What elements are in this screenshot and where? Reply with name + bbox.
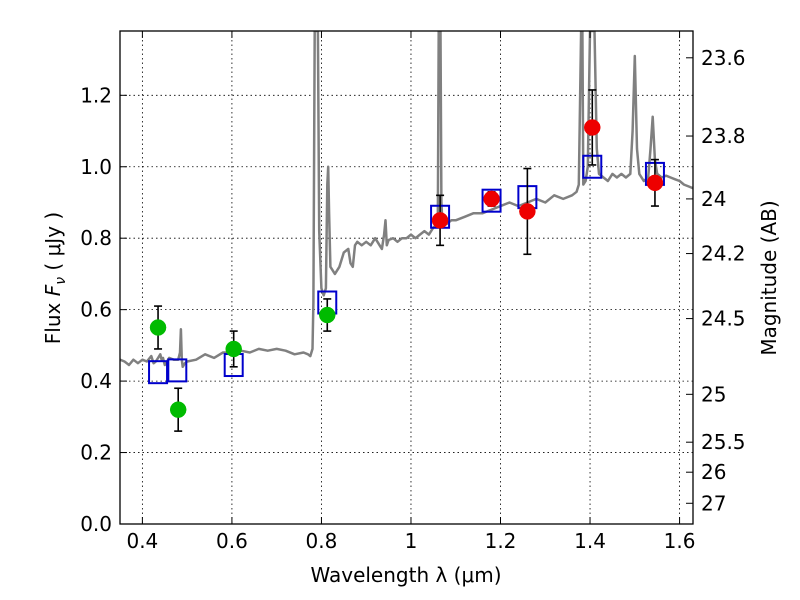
grid [120, 31, 693, 525]
y2-tick-label: 25.5 [701, 430, 746, 454]
y2-tick-label: 25 [701, 382, 726, 406]
x-tick-label: 0.8 [306, 529, 338, 553]
x-tick-label: 0.4 [126, 529, 158, 553]
y-tick-label: 1.0 [80, 155, 112, 179]
y-tick-label: 0.0 [80, 512, 112, 536]
photometry-point [431, 212, 449, 229]
photometry-point [519, 203, 536, 220]
y-tick-label: 0.2 [80, 441, 112, 465]
y2-tick-label: 24 [701, 187, 726, 211]
y2-tick-label: 24.2 [701, 242, 746, 266]
x-axis-label: Wavelength λ (μm) [310, 563, 501, 587]
y2-tick-label: 23.6 [701, 46, 746, 70]
y2-tick-label: 24.5 [701, 307, 746, 331]
photometry-point [584, 119, 601, 136]
photometry-point [646, 174, 664, 192]
x-tick-label: 1.4 [574, 529, 606, 553]
y2-axis-label: Magnitude (AB) [757, 200, 781, 355]
y2-tick-label: 23.8 [701, 124, 746, 148]
model-photometry-square [148, 360, 169, 385]
y-tick-label: 1.2 [80, 83, 112, 107]
y2-tick-label: 26 [701, 460, 726, 484]
model-photometry-square [167, 358, 188, 383]
photometry-point [149, 319, 167, 336]
y2-tick-label: 27 [701, 491, 726, 515]
photometry-points [149, 119, 664, 418]
photometry-point [483, 190, 500, 208]
photometry-point [169, 401, 187, 418]
axis-ticks: 0.4 0.6 0.8 1 1.2 1.4 1.6 0.0 0.2 0.4 0.6 0.8 1.0 1.2… [80, 31, 746, 553]
y-tick-label: 0.6 [80, 298, 112, 322]
model-photometry-square [481, 188, 502, 213]
y-tick-label: 0.4 [80, 369, 112, 393]
model-spectrum-line [120, 31, 693, 369]
plot-data-area [120, 31, 693, 432]
x-tick-label: 1.6 [664, 529, 696, 553]
photometry-point [225, 340, 242, 358]
y-tick-label: 0.8 [80, 226, 112, 250]
x-tick-label: 1.2 [485, 529, 517, 553]
x-tick-label: 1 [405, 529, 418, 553]
x-tick-label: 0.6 [216, 529, 248, 553]
y-axis-label: Flux Fν ( μJy ) [41, 212, 69, 344]
plot-frame [119, 30, 694, 525]
photometry-point [319, 306, 336, 324]
